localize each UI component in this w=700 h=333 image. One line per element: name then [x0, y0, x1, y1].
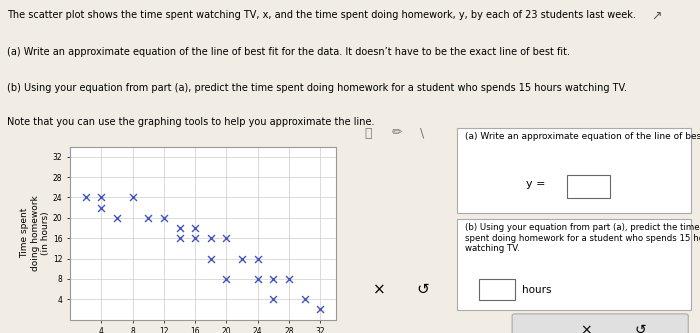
Point — [221, 276, 232, 282]
Text: (a) Write an approximate equation of the line of best fit for the data. It doesn: (a) Write an approximate equation of the… — [7, 47, 570, 57]
Text: \: \ — [420, 127, 424, 140]
Text: hours: hours — [522, 285, 551, 295]
FancyBboxPatch shape — [457, 219, 691, 310]
Text: (b) Using your equation from part (a), predict the time
spent doing homework for: (b) Using your equation from part (a), p… — [465, 223, 700, 253]
Text: The scatter plot shows the time spent watching TV, x, and the time spent doing h: The scatter plot shows the time spent wa… — [7, 10, 636, 20]
Text: ✏: ✏ — [392, 127, 402, 140]
Text: Note that you can use the graphing tools to help you approximate the line.: Note that you can use the graphing tools… — [7, 117, 374, 127]
Point — [190, 235, 201, 241]
Text: ×: × — [580, 323, 592, 333]
Point — [127, 195, 138, 200]
Point — [315, 307, 326, 312]
Point — [268, 297, 279, 302]
Text: ↺: ↺ — [416, 282, 429, 297]
Point — [143, 215, 154, 220]
Point — [237, 256, 248, 261]
Text: y =: y = — [526, 179, 550, 189]
Text: ⬜: ⬜ — [364, 127, 372, 140]
Point — [158, 215, 169, 220]
Point — [190, 225, 201, 231]
FancyBboxPatch shape — [457, 129, 691, 213]
Point — [268, 276, 279, 282]
Text: ↗: ↗ — [651, 10, 661, 23]
Point — [80, 195, 91, 200]
Text: (b) Using your equation from part (a), predict the time spent doing homework for: (b) Using your equation from part (a), p… — [7, 83, 627, 93]
Point — [205, 256, 216, 261]
Point — [205, 235, 216, 241]
Point — [111, 215, 122, 220]
FancyBboxPatch shape — [567, 175, 610, 198]
Point — [96, 205, 107, 210]
Point — [252, 276, 263, 282]
Point — [299, 297, 310, 302]
Point — [174, 235, 185, 241]
Point — [252, 256, 263, 261]
Text: (a) Write an approximate equation of the line of best fit.: (a) Write an approximate equation of the… — [465, 132, 700, 141]
FancyBboxPatch shape — [512, 314, 688, 333]
Text: ×: × — [373, 282, 386, 297]
Point — [96, 195, 107, 200]
FancyBboxPatch shape — [479, 279, 514, 300]
Point — [284, 276, 295, 282]
Y-axis label: Time spent
doing homework
(in hours): Time spent doing homework (in hours) — [20, 195, 50, 271]
Point — [174, 225, 185, 231]
Point — [221, 235, 232, 241]
Text: ↺: ↺ — [635, 323, 647, 333]
